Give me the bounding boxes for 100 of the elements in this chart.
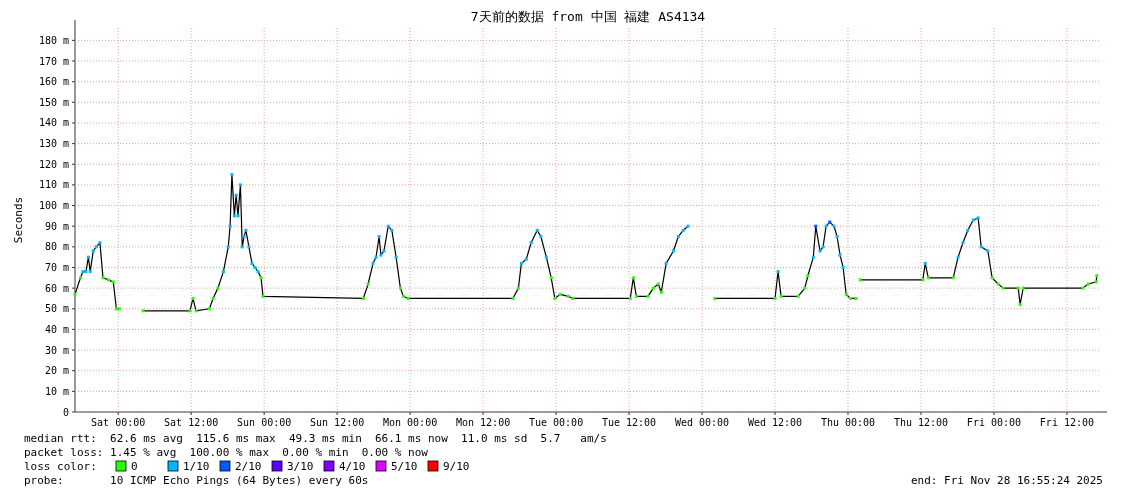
- point: [374, 255, 378, 259]
- point: [1095, 274, 1099, 278]
- point: [242, 235, 246, 239]
- point: [956, 255, 960, 259]
- point: [394, 255, 398, 259]
- point: [114, 307, 118, 311]
- point: [844, 292, 848, 296]
- y-tick-label: 110 m: [38, 179, 69, 191]
- x-tick-label: Sat 12:00: [164, 417, 219, 428]
- point: [117, 307, 121, 311]
- x-tick-label: Wed 00:00: [674, 417, 730, 428]
- point: [776, 270, 780, 274]
- y-tick-label: 180 m: [38, 34, 69, 46]
- point: [250, 261, 254, 265]
- point: [539, 235, 543, 239]
- point: [1018, 303, 1022, 307]
- x-tick-label: Tue 00:00: [528, 417, 584, 428]
- y-tick-label: 50 m: [44, 303, 69, 315]
- point: [516, 286, 520, 290]
- x-tick-label: Fri 00:00: [966, 417, 1022, 428]
- point: [631, 276, 635, 280]
- point: [191, 296, 195, 300]
- point: [238, 183, 242, 187]
- point: [259, 276, 263, 280]
- point: [366, 282, 370, 286]
- point: [519, 261, 523, 265]
- point: [98, 241, 102, 245]
- y-tick-label: 130 m: [38, 138, 69, 150]
- legend-label: 1/10: [183, 460, 210, 473]
- text: packet loss: 1.45 % avg 100.00 % max 0.00 % min 0.00 % now: [24, 446, 429, 459]
- point: [382, 249, 386, 253]
- legend-label: 3/10: [287, 460, 314, 473]
- point: [676, 235, 680, 239]
- point: [858, 278, 862, 282]
- y-tick-label: 40 m: [44, 323, 69, 335]
- y-axis-title: Seconds: [12, 196, 25, 244]
- point: [81, 270, 85, 274]
- text: median rtt: 62.6 ms avg 115.6 ms max 49.3 ms min 66.1 ms now 11.0 ms sd 5.7 am/s: [24, 432, 607, 445]
- point: [961, 241, 965, 245]
- point: [828, 220, 832, 224]
- point: [401, 294, 405, 298]
- point: [226, 245, 230, 249]
- x-tick-label: Tue 12:00: [601, 417, 657, 428]
- y-tick-label: 120 m: [38, 158, 69, 170]
- point: [207, 307, 211, 311]
- point: [553, 296, 557, 300]
- x-tick-label: Wed 12:00: [747, 417, 803, 428]
- point: [398, 286, 402, 290]
- y-tick-label: 100 m: [38, 200, 69, 212]
- point: [838, 253, 842, 257]
- point: [571, 296, 575, 300]
- point: [971, 218, 975, 222]
- point: [256, 270, 260, 274]
- point: [996, 282, 1000, 286]
- point: [524, 257, 528, 261]
- legend-label: 0: [131, 460, 138, 473]
- y-tick-label: 140 m: [38, 117, 69, 129]
- legend-label: 2/10: [235, 460, 262, 473]
- point: [84, 270, 88, 274]
- point: [377, 235, 381, 239]
- point: [686, 224, 690, 228]
- point: [986, 249, 990, 253]
- x-tick-label: Sat 00:00: [91, 417, 146, 428]
- x-tick-label: Fri 12:00: [1039, 417, 1095, 428]
- point: [386, 224, 390, 228]
- legend-label: 5/10: [391, 460, 418, 473]
- point: [841, 265, 845, 269]
- point: [923, 261, 927, 265]
- point: [713, 296, 717, 300]
- point: [244, 228, 248, 232]
- point: [549, 276, 553, 280]
- point: [646, 294, 650, 298]
- point: [848, 296, 852, 300]
- point: [544, 255, 548, 259]
- legend-label: 4/10: [339, 460, 366, 473]
- point: [811, 255, 815, 259]
- point: [634, 294, 638, 298]
- y-tick-label: 150 m: [38, 96, 69, 108]
- x-tick-label: Sun 12:00: [310, 417, 365, 428]
- point: [979, 245, 983, 249]
- point: [101, 276, 105, 280]
- point: [78, 276, 82, 280]
- point: [230, 173, 234, 177]
- point: [832, 224, 836, 228]
- point: [806, 274, 810, 278]
- point: [194, 309, 198, 313]
- point: [88, 270, 92, 274]
- point: [1021, 286, 1025, 290]
- point: [803, 286, 807, 290]
- point: [1016, 286, 1020, 290]
- point: [821, 245, 825, 249]
- point: [236, 214, 240, 218]
- point: [141, 309, 145, 313]
- point: [651, 286, 655, 290]
- legend-title: loss color:: [24, 460, 97, 473]
- point: [951, 276, 955, 280]
- point: [221, 270, 225, 274]
- point: [535, 228, 539, 232]
- x-tick-label: Thu 00:00: [820, 417, 876, 428]
- point: [261, 294, 265, 298]
